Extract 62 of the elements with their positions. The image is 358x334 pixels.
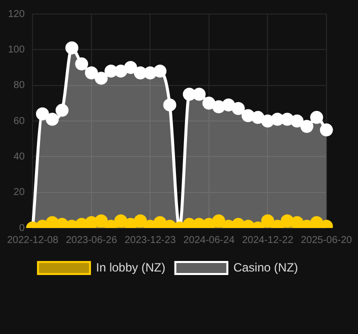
y-tick-label: 120 bbox=[8, 8, 26, 20]
y-tick-label: 60 bbox=[14, 116, 26, 127]
point bbox=[114, 64, 128, 78]
point bbox=[202, 96, 216, 110]
x-tick-label: 2022-12-08 bbox=[7, 234, 59, 246]
x-tick-label: 2023-12-23 bbox=[124, 234, 176, 246]
point bbox=[94, 214, 108, 228]
point bbox=[36, 107, 49, 120]
x-tick-label: 2023-06-26 bbox=[66, 234, 118, 246]
point bbox=[75, 57, 88, 70]
y-tick-label: 40 bbox=[14, 151, 26, 162]
point bbox=[212, 214, 226, 228]
point bbox=[202, 218, 216, 228]
point bbox=[212, 100, 226, 114]
point bbox=[114, 214, 128, 228]
point bbox=[65, 41, 78, 54]
point bbox=[232, 102, 245, 116]
point bbox=[153, 216, 166, 228]
point bbox=[300, 120, 314, 133]
x-tick-label: 2025-06-20 bbox=[300, 234, 352, 246]
point bbox=[144, 66, 157, 80]
y-tick-label: 80 bbox=[14, 80, 26, 92]
x-tick-label: 2024-06-24 bbox=[183, 234, 235, 246]
point bbox=[222, 98, 236, 112]
point bbox=[134, 66, 147, 80]
point bbox=[134, 214, 147, 228]
point bbox=[280, 214, 294, 228]
point bbox=[46, 112, 59, 126]
point bbox=[94, 72, 108, 85]
point bbox=[46, 216, 59, 228]
point bbox=[124, 61, 138, 74]
point bbox=[290, 216, 304, 228]
point bbox=[192, 218, 206, 228]
point bbox=[232, 218, 245, 228]
y-tick-label: 20 bbox=[14, 187, 26, 198]
legend-label: In lobby (NZ) bbox=[96, 260, 166, 274]
point bbox=[290, 114, 304, 128]
point bbox=[310, 110, 324, 124]
point bbox=[261, 114, 274, 128]
legend-label: Casino (NZ) bbox=[233, 260, 298, 274]
point bbox=[153, 64, 166, 78]
x-tick-label: 2024-12-22 bbox=[242, 234, 294, 246]
y-tick-label: 0 bbox=[19, 222, 26, 234]
point bbox=[251, 110, 264, 124]
point bbox=[84, 66, 98, 80]
point bbox=[84, 216, 98, 228]
y-tick-label: 100 bbox=[8, 44, 26, 56]
point bbox=[182, 218, 196, 228]
point bbox=[124, 218, 138, 228]
point bbox=[280, 112, 294, 126]
point bbox=[56, 104, 69, 117]
point bbox=[261, 214, 274, 228]
point bbox=[310, 216, 324, 228]
point bbox=[320, 123, 333, 136]
point bbox=[75, 218, 88, 228]
point bbox=[182, 88, 196, 101]
point bbox=[192, 88, 206, 101]
point bbox=[270, 112, 284, 126]
point bbox=[163, 98, 176, 112]
point bbox=[56, 218, 69, 228]
point bbox=[104, 64, 118, 78]
point bbox=[242, 109, 255, 122]
